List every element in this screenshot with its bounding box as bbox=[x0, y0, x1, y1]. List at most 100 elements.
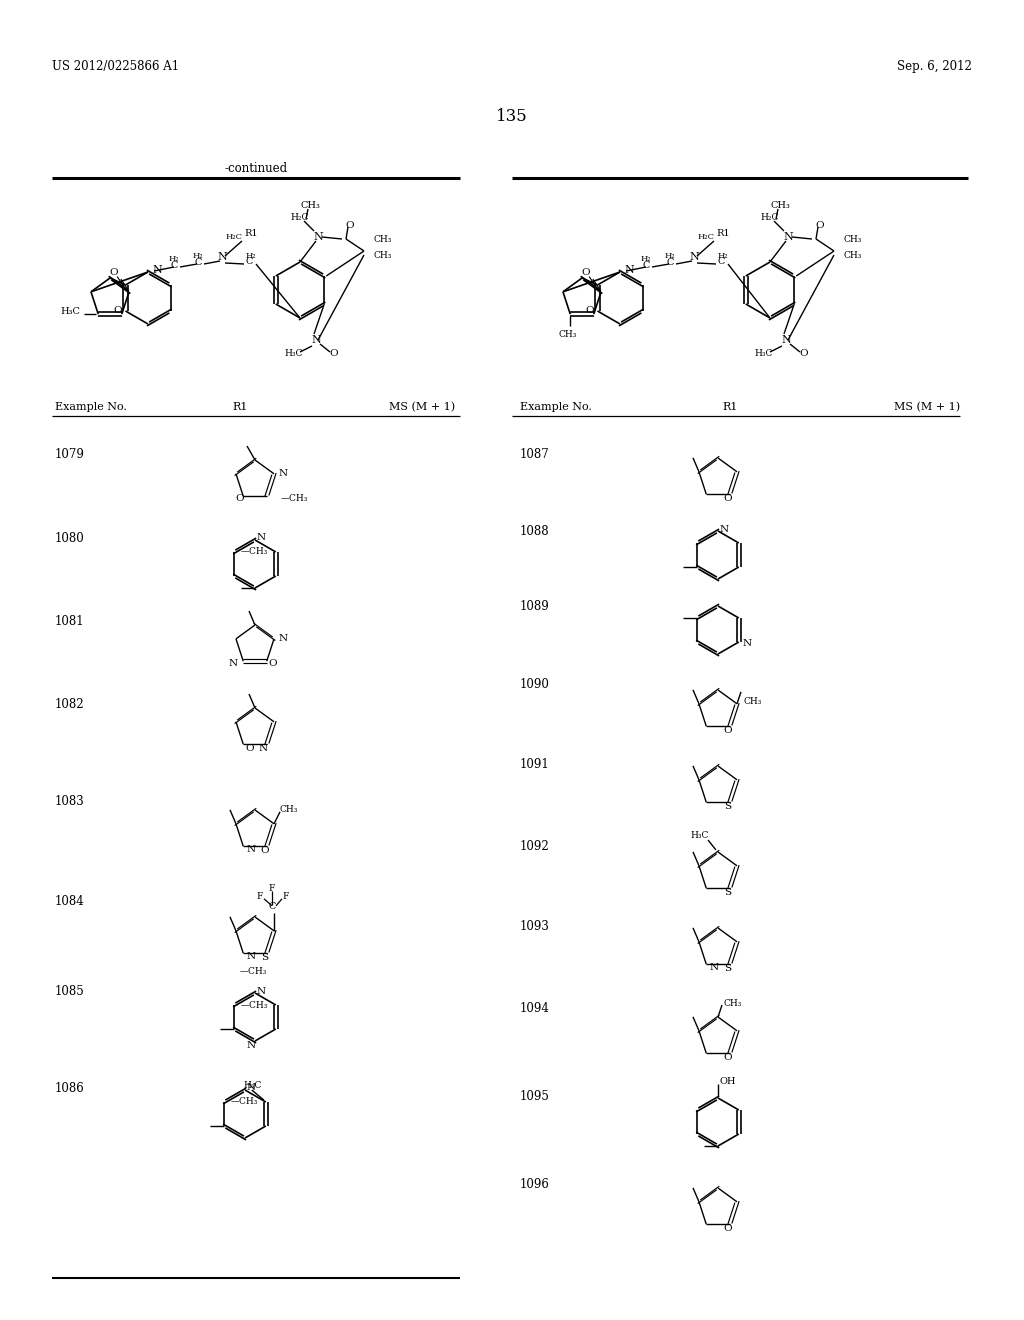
Text: 1095: 1095 bbox=[520, 1090, 550, 1104]
Text: CH₃: CH₃ bbox=[279, 805, 297, 814]
Text: F: F bbox=[283, 892, 289, 902]
Text: C: C bbox=[667, 257, 674, 267]
Text: 1086: 1086 bbox=[55, 1082, 85, 1096]
Text: CH₃: CH₃ bbox=[770, 201, 790, 210]
Text: —CH₃: —CH₃ bbox=[240, 966, 266, 975]
Text: O: O bbox=[582, 268, 590, 277]
Text: N: N bbox=[257, 533, 266, 543]
Text: O: O bbox=[346, 220, 354, 230]
Text: 1082: 1082 bbox=[55, 698, 85, 711]
Text: 1081: 1081 bbox=[55, 615, 85, 628]
Text: 1093: 1093 bbox=[520, 920, 550, 933]
Text: 1083: 1083 bbox=[55, 795, 85, 808]
Text: N: N bbox=[720, 524, 729, 533]
Text: MS (M + 1): MS (M + 1) bbox=[389, 403, 455, 412]
Text: H₂: H₂ bbox=[718, 252, 729, 260]
Text: N: N bbox=[152, 265, 162, 275]
Text: H₂C: H₂C bbox=[291, 213, 309, 222]
Text: OH: OH bbox=[720, 1077, 736, 1086]
Text: —CH₃: —CH₃ bbox=[230, 1097, 258, 1106]
Text: R1: R1 bbox=[232, 403, 248, 412]
Text: 1079: 1079 bbox=[55, 447, 85, 461]
Text: N: N bbox=[311, 335, 321, 345]
Text: O: O bbox=[723, 1224, 732, 1233]
Text: F: F bbox=[257, 892, 263, 902]
Text: C: C bbox=[246, 257, 253, 267]
Text: H₂: H₂ bbox=[246, 252, 257, 260]
Text: R1: R1 bbox=[244, 228, 258, 238]
Text: N: N bbox=[228, 659, 238, 668]
Text: H₂: H₂ bbox=[665, 252, 675, 260]
Text: R1: R1 bbox=[722, 403, 737, 412]
Text: N: N bbox=[217, 252, 227, 261]
Text: CH₃: CH₃ bbox=[374, 251, 392, 260]
Text: C: C bbox=[170, 261, 178, 271]
Text: O: O bbox=[816, 220, 824, 230]
Text: 135: 135 bbox=[496, 108, 528, 125]
Text: H₂: H₂ bbox=[169, 255, 179, 263]
Text: 1094: 1094 bbox=[520, 1002, 550, 1015]
Text: R1: R1 bbox=[716, 228, 730, 238]
Text: N: N bbox=[781, 335, 791, 345]
Text: 1088: 1088 bbox=[520, 525, 550, 539]
Text: H₂C: H₂C bbox=[225, 234, 243, 242]
Text: -continued: -continued bbox=[224, 162, 288, 176]
Text: Example No.: Example No. bbox=[520, 403, 592, 412]
Text: N: N bbox=[742, 639, 752, 648]
Text: N: N bbox=[689, 252, 698, 261]
Text: N: N bbox=[246, 845, 255, 854]
Text: H₃C: H₃C bbox=[755, 350, 773, 359]
Text: N: N bbox=[710, 962, 719, 972]
Text: 1087: 1087 bbox=[520, 447, 550, 461]
Text: O: O bbox=[114, 306, 122, 314]
Text: O: O bbox=[110, 268, 119, 277]
Text: 1096: 1096 bbox=[520, 1177, 550, 1191]
Text: N: N bbox=[258, 743, 267, 752]
Text: CH₃: CH₃ bbox=[558, 330, 577, 339]
Text: O: O bbox=[268, 659, 278, 668]
Text: O: O bbox=[586, 306, 594, 314]
Text: H₂: H₂ bbox=[193, 252, 204, 260]
Text: 1091: 1091 bbox=[520, 758, 550, 771]
Text: CH₃: CH₃ bbox=[374, 235, 392, 243]
Text: CH₃: CH₃ bbox=[743, 697, 762, 706]
Text: —CH₃: —CH₃ bbox=[241, 548, 267, 557]
Text: C: C bbox=[642, 261, 649, 271]
Text: CH₃: CH₃ bbox=[724, 998, 742, 1007]
Text: O: O bbox=[330, 350, 338, 359]
Text: 1089: 1089 bbox=[520, 601, 550, 612]
Text: N: N bbox=[246, 952, 255, 961]
Text: C: C bbox=[195, 257, 202, 267]
Text: N: N bbox=[257, 986, 266, 995]
Text: N: N bbox=[247, 1040, 256, 1049]
Text: N: N bbox=[783, 232, 793, 242]
Text: O: O bbox=[260, 846, 269, 854]
Text: CH₃: CH₃ bbox=[300, 201, 319, 210]
Text: —CH₃: —CH₃ bbox=[281, 494, 308, 503]
Text: 1080: 1080 bbox=[55, 532, 85, 545]
Text: Sep. 6, 2012: Sep. 6, 2012 bbox=[897, 59, 972, 73]
Text: —CH₃: —CH₃ bbox=[241, 1001, 267, 1010]
Text: N: N bbox=[279, 470, 287, 478]
Text: N: N bbox=[279, 635, 287, 643]
Text: 1085: 1085 bbox=[55, 985, 85, 998]
Text: O: O bbox=[245, 743, 254, 752]
Text: H₃C: H₃C bbox=[60, 306, 80, 315]
Text: H₃C: H₃C bbox=[285, 350, 303, 359]
Text: O: O bbox=[723, 494, 732, 503]
Text: F: F bbox=[269, 884, 275, 894]
Text: H₂: H₂ bbox=[641, 255, 651, 263]
Text: O: O bbox=[234, 494, 244, 503]
Text: Example No.: Example No. bbox=[55, 403, 127, 412]
Text: H₂C: H₂C bbox=[761, 213, 779, 222]
Text: C: C bbox=[718, 257, 725, 267]
Text: H₂C: H₂C bbox=[697, 234, 715, 242]
Text: H₃C: H₃C bbox=[691, 832, 710, 841]
Text: 1090: 1090 bbox=[520, 678, 550, 690]
Text: CH₃: CH₃ bbox=[844, 235, 862, 243]
Text: H₃C: H₃C bbox=[244, 1081, 262, 1090]
Text: S: S bbox=[261, 953, 268, 962]
Text: MS (M + 1): MS (M + 1) bbox=[894, 403, 961, 412]
Text: S: S bbox=[724, 887, 731, 896]
Text: S: S bbox=[724, 801, 731, 810]
